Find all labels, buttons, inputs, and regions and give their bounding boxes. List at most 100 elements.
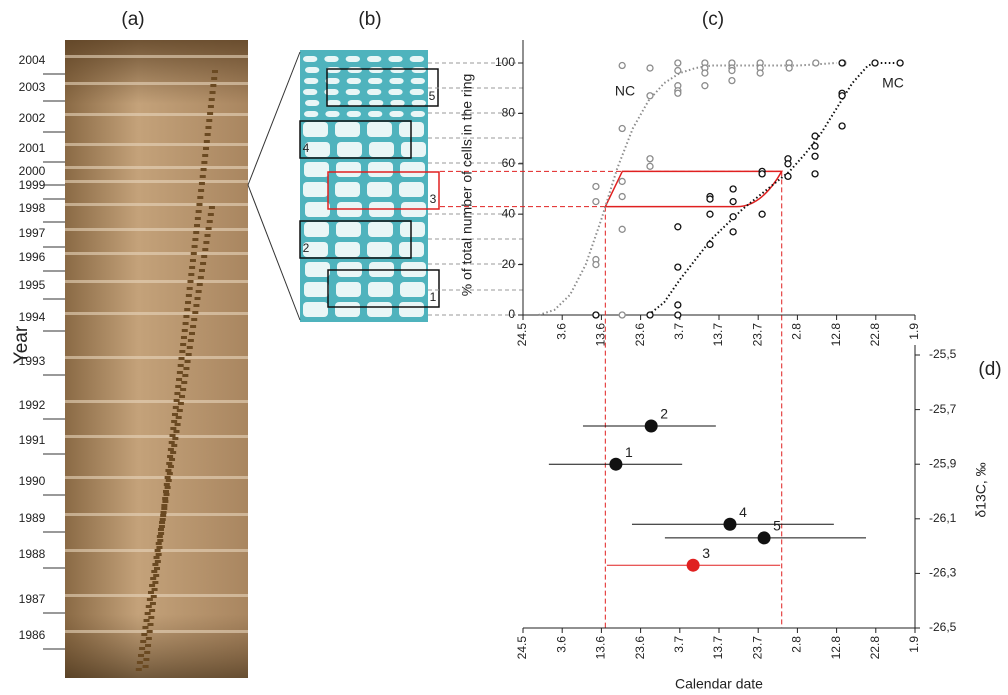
sample-hole <box>150 577 156 580</box>
data-point <box>759 171 765 177</box>
micrograph <box>300 50 428 322</box>
data-point <box>785 173 791 179</box>
ring-boundary <box>65 280 248 283</box>
sample-hole <box>172 437 178 440</box>
x-axis-label: Calendar date <box>675 676 763 692</box>
sample-hole <box>205 133 211 136</box>
cell <box>367 182 392 197</box>
ring-boundary <box>65 435 248 438</box>
sample-hole <box>209 98 215 101</box>
sample-hole <box>174 392 180 395</box>
sample-hole <box>188 339 194 342</box>
sample-hole <box>166 462 172 465</box>
sample-hole <box>199 182 205 185</box>
data-point <box>675 90 681 96</box>
sample-hole <box>181 336 187 339</box>
sample-hole <box>176 416 182 419</box>
cell <box>303 122 328 137</box>
sample-hole <box>189 332 195 335</box>
year-label: 1991 <box>19 433 46 447</box>
sample-hole <box>204 140 210 143</box>
data-point <box>729 68 735 74</box>
data-point <box>839 60 845 66</box>
sample-hole <box>153 574 159 577</box>
zoom-line <box>248 52 300 185</box>
sample-hole <box>192 245 198 248</box>
year-label: 1996 <box>19 250 46 264</box>
sample-hole <box>188 273 194 276</box>
x-tick-label: 23.6 <box>633 636 647 660</box>
year-label: 1993 <box>19 354 46 368</box>
data-point <box>619 312 625 318</box>
sample-hole <box>159 521 165 524</box>
y-tick-label: -25,5 <box>929 347 957 361</box>
cell <box>367 122 392 137</box>
y-axis-label: δ13C, ‰ <box>973 462 989 517</box>
x-tick-label: 12.8 <box>829 323 843 347</box>
sample-hole <box>184 308 190 311</box>
sample-hole <box>201 168 207 171</box>
sample-hole <box>143 665 149 668</box>
sample-hole <box>170 427 176 430</box>
data-point <box>619 63 625 69</box>
data-point <box>812 143 818 149</box>
data-point <box>593 183 599 189</box>
data-point <box>785 161 791 167</box>
sample-hole <box>191 252 197 255</box>
data-point <box>645 419 658 432</box>
panel-label: (a) <box>121 9 144 30</box>
sample-hole <box>203 241 209 244</box>
ring-boundary <box>65 630 248 633</box>
year-label: 1995 <box>19 278 46 292</box>
sample-hole <box>160 514 166 517</box>
sample-hole <box>152 563 158 566</box>
sample-hole <box>180 388 186 391</box>
sample-hole <box>148 616 154 619</box>
cell <box>399 182 424 197</box>
sample-hole <box>170 434 176 437</box>
sample-hole <box>160 518 166 521</box>
point-label: 5 <box>773 518 781 534</box>
y-tick-label: 100 <box>495 55 515 69</box>
cell <box>304 282 329 297</box>
y-tick-label: -26,3 <box>929 566 957 580</box>
sample-hole <box>178 402 184 405</box>
cell <box>368 282 393 297</box>
cell <box>399 302 424 317</box>
sample-hole <box>208 105 214 108</box>
sample-hole <box>136 668 142 671</box>
data-point <box>839 93 845 99</box>
sample-hole <box>165 469 171 472</box>
sample-hole <box>192 238 198 241</box>
x-tick-label: 23.7 <box>750 636 764 660</box>
cell <box>401 142 426 157</box>
sample-hole <box>190 325 196 328</box>
ring-boundary <box>65 228 248 231</box>
data-point <box>675 224 681 230</box>
data-point <box>707 241 713 247</box>
ring-boundary <box>65 356 248 359</box>
data-point <box>702 70 708 76</box>
cell <box>390 67 404 73</box>
cell <box>303 302 328 317</box>
cell <box>303 182 328 197</box>
year-label: 1992 <box>19 398 46 412</box>
data-point <box>730 214 736 220</box>
sample-hole <box>202 154 208 157</box>
ring-boundary <box>65 400 248 403</box>
sample-hole <box>183 367 189 370</box>
sample-hole <box>144 619 150 622</box>
data-point <box>730 229 736 235</box>
cell <box>348 100 362 106</box>
ring-boundary <box>65 113 248 116</box>
y-tick-label: 60 <box>502 156 516 170</box>
x-tick-label: 24.5 <box>515 323 529 347</box>
sample-hole <box>178 364 184 367</box>
sample-hole <box>198 276 204 279</box>
data-point <box>786 65 792 71</box>
y-tick-label: 80 <box>502 106 516 120</box>
sample-hole <box>165 476 171 479</box>
sample-hole <box>191 318 197 321</box>
sample-hole <box>161 511 167 514</box>
data-point <box>593 312 599 318</box>
